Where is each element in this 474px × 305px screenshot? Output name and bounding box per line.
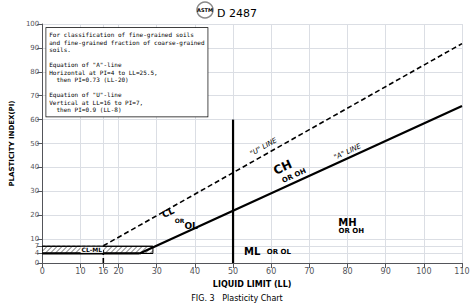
svg-text:30: 30 [152, 267, 162, 276]
svg-text:90: 90 [30, 44, 39, 52]
svg-text:80: 80 [30, 68, 39, 76]
svg-text:MH: MH [338, 216, 357, 228]
svg-text:Equation of "U"-line: Equation of "U"-line [49, 91, 122, 99]
svg-text:50: 50 [30, 140, 39, 148]
svg-text:PLASTICITY INDEX(PI): PLASTICITY INDEX(PI) [8, 100, 16, 186]
svg-text:20: 20 [113, 267, 123, 276]
svg-text:D 2487: D 2487 [217, 7, 257, 20]
svg-text:LIQUID LIMIT (LL): LIQUID LIMIT (LL) [213, 280, 292, 289]
svg-text:110: 110 [454, 267, 469, 276]
svg-text:4: 4 [35, 249, 40, 257]
svg-text:Vertical at LL=16 to PI=7,: Vertical at LL=16 to PI=7, [49, 99, 143, 106]
svg-text:100: 100 [26, 20, 39, 28]
svg-text:90: 90 [381, 267, 391, 276]
svg-text:60: 60 [30, 116, 39, 124]
svg-text:10: 10 [30, 235, 39, 243]
svg-text:OR: OR [175, 217, 185, 224]
svg-text:OR OL: OR OL [267, 248, 292, 256]
svg-text:CL-ML: CL-ML [82, 246, 103, 253]
svg-text:40: 40 [190, 267, 200, 276]
svg-text:70: 70 [304, 267, 314, 276]
svg-text:soils.: soils. [49, 46, 71, 53]
svg-text:Horizontal at PI=4 to LL=25.5,: Horizontal at PI=4 to LL=25.5, [49, 69, 157, 76]
svg-text:For classification of fine-gra: For classification of fine-grained soils [49, 31, 194, 39]
svg-text:then PI=0.73 (LL-20): then PI=0.73 (LL-20) [49, 76, 128, 83]
svg-text:50: 50 [228, 267, 238, 276]
svg-text:OL: OL [184, 221, 198, 231]
svg-text:60: 60 [266, 267, 276, 276]
svg-text:16: 16 [98, 267, 108, 276]
svg-text:30: 30 [30, 187, 39, 195]
svg-text:40: 40 [30, 163, 39, 171]
svg-text:ML: ML [244, 246, 261, 257]
svg-text:FIG. 3 Plasticity Chart: FIG. 3 Plasticity Chart [191, 294, 282, 303]
svg-text:"A" LINE: "A" LINE [333, 142, 363, 162]
svg-text:0: 0 [40, 267, 45, 276]
svg-text:Equation of "A"-line: Equation of "A"-line [49, 61, 122, 69]
svg-text:0: 0 [35, 259, 39, 267]
svg-text:20: 20 [30, 211, 39, 219]
svg-text:OR OH: OR OH [281, 167, 308, 185]
svg-text:OR OH: OR OH [339, 227, 365, 235]
svg-text:70: 70 [30, 92, 39, 100]
svg-text:80: 80 [342, 267, 352, 276]
svg-text:ASTM: ASTM [197, 7, 213, 13]
svg-text:CH: CH [271, 157, 295, 178]
svg-text:CL: CL [160, 206, 176, 220]
svg-text:10: 10 [75, 267, 85, 276]
svg-text:7: 7 [35, 242, 39, 250]
svg-text:100: 100 [416, 267, 431, 276]
svg-text:and fine-grained fraction of c: and fine-grained fraction of coarse-grai… [49, 39, 205, 47]
svg-text:"U" LINE: "U" LINE [249, 136, 279, 158]
svg-text:then PI=0.9 (LL-8): then PI=0.9 (LL-8) [49, 106, 121, 113]
